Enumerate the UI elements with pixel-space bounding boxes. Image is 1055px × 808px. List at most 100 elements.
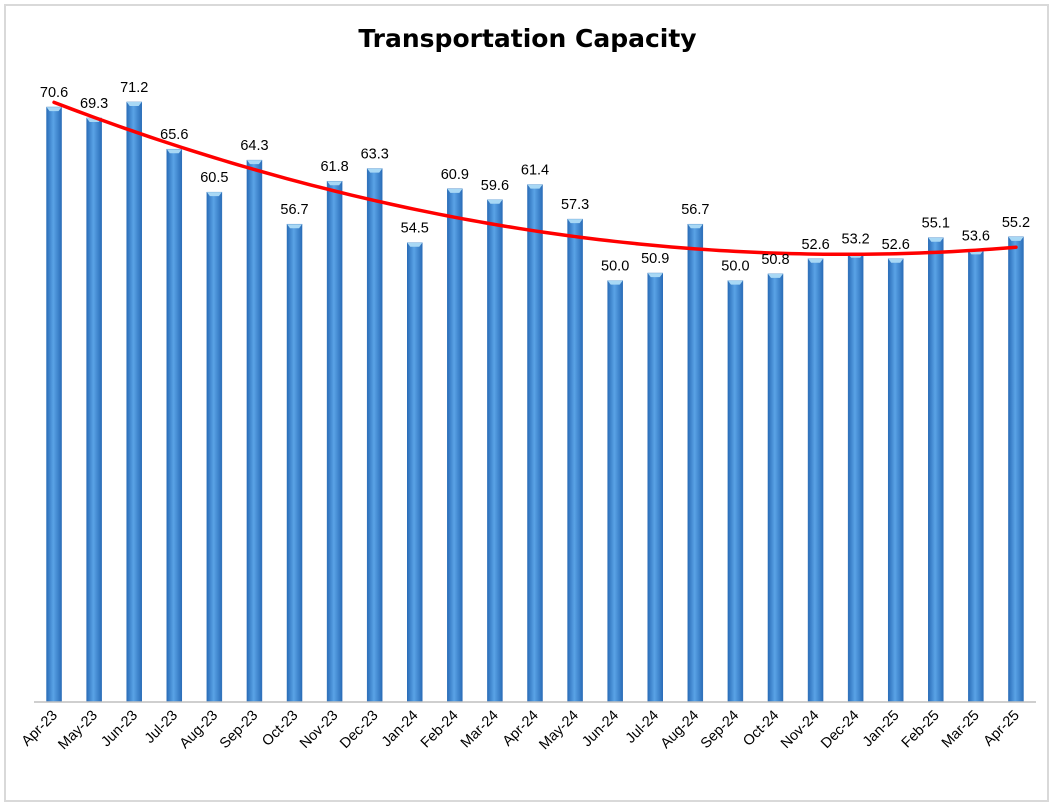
x-tick-label-Apr-23: Apr-23 — [19, 708, 61, 750]
bar-top-Apr-24 — [527, 184, 543, 189]
data-label-Nov-23: 61.8 — [320, 159, 348, 175]
data-label-Jun-23: 71.2 — [120, 80, 148, 96]
bar-top-Apr-25 — [1008, 236, 1024, 241]
data-label-Sep-23: 64.3 — [240, 138, 268, 154]
data-label-Apr-25: 55.2 — [1002, 215, 1030, 231]
bar-Jun-23 — [126, 101, 142, 703]
data-label-Dec-23: 63.3 — [361, 147, 389, 163]
x-tick-label-Jul-23: Jul-23 — [142, 708, 181, 747]
bar-top-Jan-25 — [888, 258, 904, 263]
x-tick-label-Sep-24: Sep-24 — [698, 708, 742, 752]
bar-top-Sep-24 — [727, 280, 743, 285]
x-tick-label-Mar-24: Mar-24 — [458, 708, 502, 752]
trendline — [52, 100, 1018, 257]
data-label-Jan-25: 52.6 — [882, 237, 910, 253]
bar-Apr-24 — [527, 184, 543, 703]
bar-Apr-23 — [46, 106, 62, 703]
bar-top-Jun-23 — [126, 102, 142, 107]
data-label-Apr-23: 70.6 — [40, 85, 68, 101]
data-label-Sep-24: 50.0 — [721, 259, 749, 275]
bar-top-Aug-24 — [687, 224, 703, 229]
x-tick-label-Jun-24: Jun-24 — [579, 708, 622, 751]
x-tick-label-Apr-24: Apr-24 — [500, 708, 542, 750]
bar-Jan-25 — [887, 258, 904, 703]
bar-Nov-23 — [326, 180, 343, 703]
x-tick-label-May-24: May-24 — [536, 708, 582, 754]
data-label-Dec-24: 53.2 — [842, 232, 870, 248]
bar-Dec-23 — [366, 168, 383, 703]
data-label-Jun-24: 50.0 — [601, 259, 629, 275]
x-tick-label-Feb-24: Feb-24 — [418, 708, 462, 752]
bar-top-Jan-24 — [407, 242, 423, 247]
x-tick-label-May-23: May-23 — [55, 708, 101, 754]
x-tick-label-Apr-25: Apr-25 — [981, 708, 1023, 750]
bar-top-May-24 — [567, 219, 583, 224]
data-label-Feb-24: 60.9 — [441, 167, 469, 183]
bar-Jul-24 — [647, 272, 663, 703]
bar-Sep-23 — [246, 159, 263, 703]
bar-Nov-24 — [807, 258, 824, 703]
data-label-Oct-23: 56.7 — [280, 202, 308, 218]
bar-Jan-24 — [407, 242, 423, 703]
bar-Sep-24 — [727, 280, 744, 703]
bar-top-Dec-23 — [367, 168, 383, 173]
x-tick-label-Dec-23: Dec-23 — [337, 708, 381, 752]
bar-Aug-24 — [687, 223, 704, 703]
bar-Mar-24 — [487, 199, 503, 703]
bar-top-Jul-23 — [166, 149, 182, 154]
x-tick-label-Feb-25: Feb-25 — [899, 708, 943, 752]
data-label-Jan-24: 54.5 — [401, 221, 429, 237]
bar-top-Jul-24 — [647, 273, 663, 278]
x-tick-label-Mar-25: Mar-25 — [939, 708, 983, 752]
bar-Aug-23 — [206, 191, 223, 703]
x-tick-label-Jan-24: Jan-24 — [379, 708, 422, 751]
bar-May-23 — [86, 117, 102, 703]
x-tick-label-Jun-23: Jun-23 — [98, 708, 141, 751]
bar-top-Apr-23 — [46, 107, 62, 112]
x-tick-label-Jul-24: Jul-24 — [623, 708, 662, 747]
x-tick-label-Oct-24: Oct-24 — [740, 708, 782, 750]
bar-top-Feb-25 — [928, 237, 944, 242]
bar-Feb-25 — [928, 237, 944, 703]
data-label-Aug-24: 56.7 — [681, 202, 709, 218]
x-tick-label-Aug-24: Aug-24 — [658, 708, 702, 752]
bar-Jun-24 — [607, 280, 623, 703]
x-tick-label-Nov-24: Nov-24 — [778, 708, 822, 752]
bar-top-Oct-23 — [287, 224, 303, 229]
bar-top-Oct-24 — [767, 273, 783, 278]
bar-top-Nov-24 — [808, 258, 824, 263]
data-label-Aug-23: 60.5 — [200, 170, 228, 186]
chart-title: Transportation Capacity — [358, 24, 697, 53]
data-label-May-23: 69.3 — [80, 96, 108, 112]
x-tick-label-Aug-23: Aug-23 — [177, 708, 221, 752]
data-label-Nov-24: 52.6 — [801, 237, 829, 253]
bar-top-Aug-23 — [206, 192, 222, 197]
bar-top-Sep-23 — [246, 160, 262, 165]
x-tick-label-Oct-23: Oct-23 — [259, 708, 301, 750]
bar-Jul-23 — [166, 148, 183, 703]
x-tick-label-Sep-23: Sep-23 — [217, 708, 261, 752]
bar-Oct-23 — [286, 223, 303, 703]
bar-top-Nov-23 — [327, 181, 343, 186]
x-tick-label-Dec-24: Dec-24 — [818, 708, 862, 752]
data-label-Oct-24: 50.8 — [761, 252, 789, 268]
data-label-Mar-25: 53.6 — [962, 228, 990, 244]
x-tick-label-Jan-25: Jan-25 — [860, 708, 903, 751]
bar-Feb-24 — [447, 188, 463, 703]
bar-Mar-25 — [968, 250, 984, 703]
bar-Oct-24 — [767, 273, 784, 703]
bar-top-Feb-24 — [447, 188, 463, 193]
data-label-Feb-25: 55.1 — [922, 216, 950, 232]
bar-top-Mar-24 — [487, 199, 503, 204]
data-label-May-24: 57.3 — [561, 197, 589, 213]
bar-May-24 — [567, 218, 583, 703]
bar-Apr-25 — [1008, 236, 1024, 703]
data-label-Apr-24: 61.4 — [521, 163, 549, 179]
data-label-Mar-24: 59.6 — [481, 178, 509, 194]
x-tick-label-Nov-23: Nov-23 — [297, 708, 341, 752]
data-label-Jul-24: 50.9 — [641, 251, 669, 267]
bar-top-Jun-24 — [607, 280, 623, 285]
data-label-Jul-23: 65.6 — [160, 127, 188, 143]
bar-Dec-24 — [847, 253, 864, 703]
